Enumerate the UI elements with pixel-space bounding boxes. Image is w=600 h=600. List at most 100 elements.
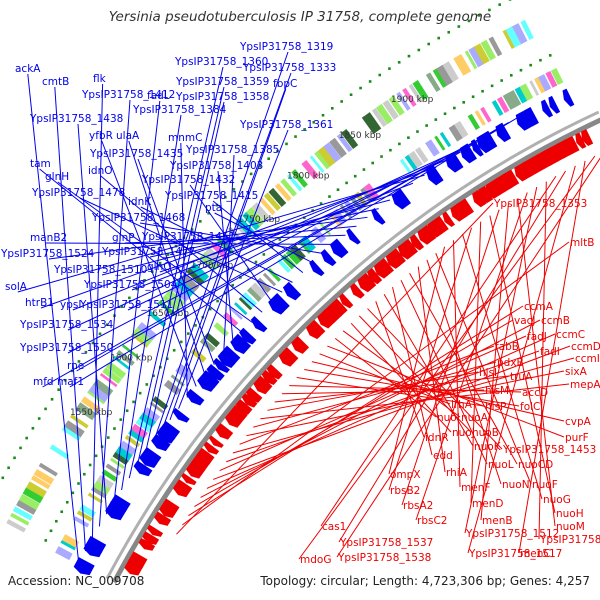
tick-dot <box>224 195 227 199</box>
forward-gene-label: YpsIP31758_1361 <box>239 119 333 131</box>
leader-line <box>69 115 522 388</box>
tick-dot <box>416 130 419 133</box>
reverse-gene-label: YpsIP31758_1453 <box>502 444 596 456</box>
tick-dot <box>443 112 447 116</box>
tick-dot <box>398 142 401 146</box>
forward-gene-label: YpsIP31758_1478 <box>31 187 125 199</box>
reverse-gene-label: nuoJ <box>452 427 475 439</box>
leader-line <box>39 168 243 334</box>
leader-line <box>489 215 556 514</box>
tick-dot <box>88 463 92 467</box>
tick-dot <box>328 195 331 198</box>
function-band <box>233 302 248 316</box>
reverse-gene-label: nuoL <box>488 459 514 471</box>
forward-feature-arrow <box>540 99 554 118</box>
function-band <box>519 83 534 101</box>
tick-dot <box>457 25 461 28</box>
forward-gene-label: YpsIP31758_1319 <box>239 41 333 53</box>
tick-dot <box>509 74 513 77</box>
reverse-feature-arrow <box>417 229 431 245</box>
reverse-feature-arrow <box>159 505 176 519</box>
reverse-feature-arrow <box>215 423 234 440</box>
leader-line <box>27 73 80 564</box>
function-band <box>415 147 429 164</box>
tick-dot <box>453 106 456 110</box>
function-band <box>204 247 225 267</box>
forward-gene-label: YpsIP31758_1524 <box>0 248 95 260</box>
tick-dot <box>319 202 323 205</box>
tick-dot <box>57 388 60 392</box>
forward-gene-label: YpsIP31758_1385 <box>185 144 279 156</box>
function-band <box>170 374 185 387</box>
function-band <box>274 183 292 202</box>
reverse-gene-label: ccmD <box>571 341 600 353</box>
reverse-gene-label: fadI <box>540 346 560 358</box>
forward-gene-label: manB2 <box>30 232 67 244</box>
forward-feature-arrow <box>172 407 190 423</box>
function-band <box>73 516 90 528</box>
reverse-gene-label: menC <box>520 548 551 560</box>
leader-line <box>464 186 538 534</box>
reverse-gene-label: lrhA <box>451 399 473 411</box>
forward-gene-label: YpsIP31758_1550 <box>19 342 113 354</box>
tick-dot <box>31 426 35 430</box>
function-band <box>408 83 423 103</box>
function-band <box>92 480 111 497</box>
forward-gene-label: mnmC <box>168 132 202 144</box>
function-band <box>129 423 149 441</box>
tick-dot <box>84 350 88 354</box>
tick-dot <box>128 296 131 300</box>
function-band <box>536 74 552 93</box>
reverse-gene-label: rbsA2 <box>403 500 433 512</box>
function-band <box>502 93 516 110</box>
ruler-label: 1850 kbp <box>339 131 382 141</box>
reverse-gene-label: nuoA <box>461 412 489 424</box>
function-band <box>149 401 165 414</box>
forward-gene-label: ackA <box>15 63 41 75</box>
reverse-gene-label: rhiA <box>446 467 468 479</box>
function-band <box>361 116 376 135</box>
forward-feature-arrow <box>206 363 225 381</box>
leader-line <box>298 155 596 560</box>
leader-line <box>98 99 131 527</box>
reverse-gene-label: nuoG <box>543 494 571 506</box>
reverse-gene-label: YpsIP31758_1353 <box>493 198 587 210</box>
reverse-gene-label: menD <box>472 498 503 510</box>
reverse-gene-label: pdxB <box>497 357 524 369</box>
tick-dot <box>65 500 69 504</box>
ruler-label: 1600 kbp <box>110 354 153 364</box>
reverse-gene-label: YpsIP31758_1537 <box>339 537 433 549</box>
function-band <box>70 414 89 429</box>
reverse-feature-arrow <box>224 411 243 428</box>
function-band <box>49 444 70 460</box>
function-band <box>114 446 133 462</box>
reverse-gene-label: edd <box>433 450 453 462</box>
tick-dot <box>25 436 28 440</box>
reverse-feature-arrow <box>442 211 456 228</box>
function-band <box>79 504 97 518</box>
tick-dot <box>490 84 494 88</box>
tick-dot <box>77 360 81 363</box>
function-band <box>439 131 452 148</box>
leader-line <box>518 160 586 554</box>
function-band <box>520 19 534 41</box>
backbone-ring <box>111 117 600 584</box>
reverse-gene-label: ccmC <box>556 329 585 341</box>
tick-dot <box>158 261 162 265</box>
forward-feature-arrow <box>548 95 561 114</box>
forward-gene-label: solA <box>5 281 28 293</box>
tick-dot <box>262 253 266 256</box>
leader-line <box>334 337 437 418</box>
function-band <box>491 99 504 116</box>
tick-dot <box>311 209 314 212</box>
tick-dot <box>548 54 552 57</box>
forward-gene-label: fbpC <box>273 78 297 90</box>
function-band <box>96 475 114 490</box>
leader-line <box>48 216 368 260</box>
reverse-feature-arrow <box>581 129 594 146</box>
function-band <box>92 378 114 397</box>
forward-feature-arrow <box>309 259 325 277</box>
forward-feature-arrow <box>268 298 285 315</box>
tick-dot <box>278 238 282 241</box>
reverse-feature-arrow <box>291 336 310 354</box>
